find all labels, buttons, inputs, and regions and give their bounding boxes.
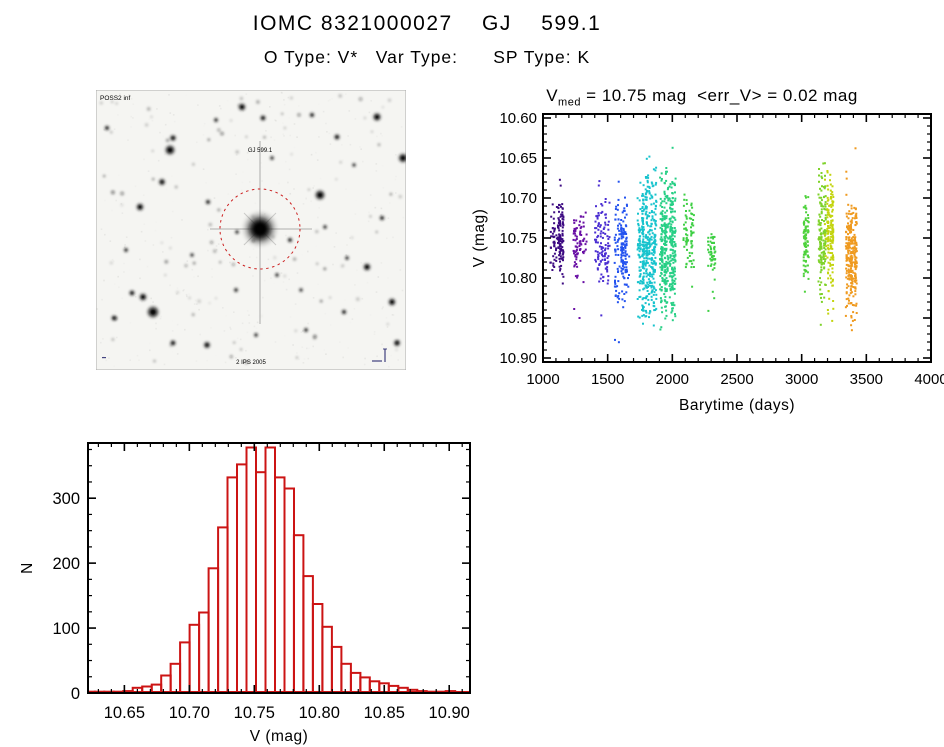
histogram-axes: 10.65 10.70 10.75 10.80 10.85 10.90 0 100 200 300 xyxy=(52,442,471,722)
x-tick-label: 10.65 xyxy=(104,704,145,722)
y-tick-label: 300 xyxy=(52,490,80,508)
y-tick-label: 10.70 xyxy=(499,190,537,207)
x-tick-label: 1500 xyxy=(591,371,624,388)
x-tick-label: 10.80 xyxy=(299,704,340,722)
page-subtitle: O Type: V* Var Type: SP Type: K xyxy=(263,47,591,67)
y-tick-label: 100 xyxy=(52,620,80,638)
histogram-plot: 10.65 10.70 10.75 10.80 10.85 10.90 0 100 200 300… xyxy=(19,430,490,747)
bright-stars xyxy=(104,103,406,349)
y-tick-label: 10.60 xyxy=(499,110,537,127)
x-tick-label: 3500 xyxy=(850,371,883,388)
x-tick-label: 10.90 xyxy=(429,704,470,722)
y-tick-label: 10.65 xyxy=(499,150,537,167)
vmed-value-text: = 10.75 mag <err_V> = 0.02 mag xyxy=(580,86,858,105)
x-tick-label: 10.85 xyxy=(364,704,405,722)
x-tick-label: 4000 xyxy=(914,371,944,388)
lightcurve-points xyxy=(549,146,858,344)
y-tick-label: 10.75 xyxy=(499,230,537,247)
x-tick-label: 10.75 xyxy=(234,704,275,722)
epoch-label: 2 IPS 2005 xyxy=(236,360,266,366)
x-axis-label: V (mag) xyxy=(250,728,309,745)
page-title: IOMC 8321000027 GJ 599.1 xyxy=(252,12,602,35)
histogram-bars xyxy=(87,446,470,693)
lightcurve-axes: 1000 1500 2000 2500 3000 3500 4000 10.60 10.65 10… xyxy=(499,110,944,388)
y-tick-label: 200 xyxy=(52,555,80,573)
lightcurve-plot: Vmed = 10.75 mag <err_V> = 0.02 mag 1000… xyxy=(460,80,944,415)
compass-mark xyxy=(102,348,387,362)
x-axis-label: Barytime (days) xyxy=(679,397,795,414)
target-label: GJ 599.1 xyxy=(248,148,273,154)
x-tick-label: 10.70 xyxy=(169,704,210,722)
target-star xyxy=(210,141,312,324)
x-tick-label: 3000 xyxy=(785,371,818,388)
y-tick-label: 10.85 xyxy=(499,310,537,327)
vmed-subscript: med xyxy=(558,96,581,109)
survey-label: POSS2 inf xyxy=(100,95,131,102)
vmed-symbol: V xyxy=(546,86,559,105)
y-tick-label: 10.80 xyxy=(499,270,537,287)
y-axis-label: N xyxy=(19,562,36,574)
histogram-svg: 10.65 10.70 10.75 10.80 10.85 10.90 0 100 200 300… xyxy=(19,442,471,745)
y-tick-label: 10.90 xyxy=(499,350,537,367)
lightcurve-svg: 1000 1500 2000 2500 3000 3500 4000 10.60 10.65 10… xyxy=(471,110,944,414)
y-axis-label: V (mag) xyxy=(471,209,488,268)
faint-stars xyxy=(99,94,402,364)
x-tick-label: 2500 xyxy=(720,371,753,388)
finding-chart-image: GJ 599.1 POSS2 inf 2 IPS 2005 xyxy=(96,90,406,370)
lightcurve-title: Vmed = 10.75 mag <err_V> = 0.02 mag xyxy=(460,86,944,108)
x-tick-label: 1000 xyxy=(526,371,559,388)
x-tick-label: 2000 xyxy=(656,371,689,388)
target-marker-circle xyxy=(219,188,301,270)
y-tick-label: 0 xyxy=(71,685,80,703)
